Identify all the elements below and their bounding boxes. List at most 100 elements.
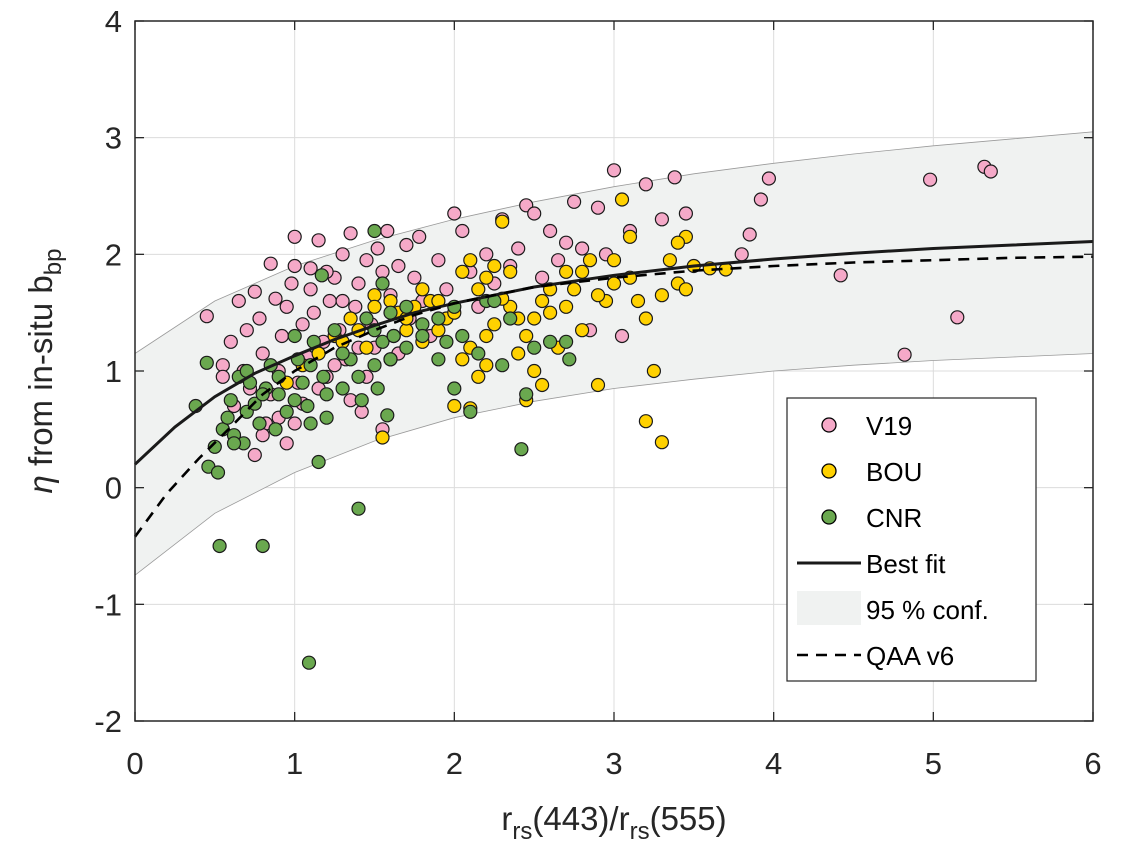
- point-bou: [375, 430, 390, 445]
- point-v19: [897, 347, 912, 362]
- point-bou: [582, 253, 598, 268]
- legend: V19 BOU CNR Best fit 95 % conf. QAA v6: [786, 397, 1037, 682]
- point-cnr: [335, 381, 350, 396]
- point-v19: [287, 229, 302, 244]
- point-cnr: [252, 416, 267, 431]
- point-v19: [431, 253, 446, 268]
- point-v19: [199, 309, 214, 324]
- point-cnr: [271, 387, 286, 402]
- y-tick-label: 4: [105, 4, 122, 39]
- point-cnr: [415, 317, 430, 332]
- point-v19: [534, 270, 550, 285]
- point-bou: [471, 369, 486, 384]
- y-tick-label: 3: [105, 121, 122, 156]
- point-cnr: [351, 501, 366, 516]
- point-bou: [503, 264, 518, 279]
- point-cnr: [431, 352, 446, 367]
- point-cnr: [316, 369, 331, 384]
- point-bou: [654, 435, 670, 450]
- point-cnr: [220, 410, 235, 425]
- point-bou: [359, 340, 374, 355]
- point-cnr: [311, 454, 326, 470]
- point-cnr: [199, 355, 214, 370]
- point-v19: [412, 229, 427, 244]
- point-v19: [287, 416, 302, 431]
- point-cnr: [226, 436, 242, 451]
- legend-label-qaa: QAA v6: [866, 641, 954, 671]
- point-cnr: [431, 311, 446, 326]
- point-bou: [654, 288, 670, 303]
- point-v19: [311, 233, 326, 248]
- point-v19: [950, 310, 965, 325]
- point-v19: [263, 256, 278, 271]
- legend-box: [786, 397, 1037, 682]
- point-v19: [322, 293, 337, 309]
- point-v19: [239, 323, 254, 338]
- point-bou: [678, 282, 694, 297]
- point-cnr: [503, 311, 518, 326]
- point-cnr: [562, 352, 577, 367]
- point-v19: [654, 212, 670, 227]
- y-tick-label: -2: [94, 704, 122, 739]
- legend-label-cnr: CNR: [866, 503, 922, 533]
- point-cnr: [300, 398, 315, 414]
- point-v19: [231, 293, 246, 309]
- point-bou: [638, 414, 654, 429]
- point-v19: [348, 299, 363, 314]
- point-cnr: [463, 404, 478, 419]
- point-cnr: [287, 393, 302, 408]
- point-bou: [455, 264, 470, 279]
- point-v19: [255, 346, 270, 361]
- point-cnr: [375, 276, 390, 291]
- point-cnr: [495, 358, 510, 373]
- point-bou: [630, 293, 646, 309]
- point-v19: [439, 282, 454, 297]
- y-tick-label: 1: [105, 354, 122, 389]
- point-bou: [415, 282, 430, 297]
- point-bou: [511, 346, 526, 361]
- point-cnr: [527, 340, 542, 355]
- x-tick-label: 6: [1084, 746, 1101, 781]
- point-bou: [566, 282, 582, 297]
- point-bou: [574, 323, 590, 338]
- point-cnr: [279, 404, 294, 419]
- point-cnr: [212, 538, 227, 554]
- point-cnr: [303, 416, 318, 431]
- legend-label-bou: BOU: [866, 457, 922, 487]
- point-v19: [527, 206, 542, 221]
- y-axis-ticks: -2 -1 0 1 2 3 4: [94, 4, 1093, 739]
- point-bou: [431, 323, 446, 338]
- point-v19: [761, 171, 777, 186]
- point-cnr: [287, 328, 302, 344]
- point-cnr: [359, 311, 374, 326]
- point-cnr: [558, 334, 574, 349]
- point-cnr: [471, 346, 486, 361]
- point-bou: [638, 311, 654, 326]
- point-bou: [670, 235, 686, 250]
- point-bou: [622, 229, 638, 244]
- point-cnr: [367, 223, 382, 239]
- point-v19: [638, 177, 654, 192]
- legend-label-best-fit: Best fit: [866, 549, 946, 579]
- point-bou: [463, 253, 478, 268]
- point-bou: [471, 282, 486, 297]
- point-cnr: [367, 358, 382, 373]
- point-bou: [606, 276, 622, 291]
- point-bou: [534, 293, 550, 309]
- point-v19: [550, 253, 566, 268]
- point-v19: [407, 270, 422, 285]
- legend-marker-v19: [821, 417, 837, 433]
- point-v19: [734, 247, 749, 262]
- point-cnr: [383, 352, 398, 367]
- point-cnr: [375, 334, 390, 349]
- point-bou: [614, 192, 630, 207]
- point-v19: [511, 241, 526, 256]
- point-v19: [351, 276, 366, 291]
- point-bou: [343, 311, 358, 326]
- point-v19: [606, 163, 622, 178]
- point-v19: [614, 328, 630, 344]
- point-bou: [487, 317, 502, 332]
- y-tick-label: 0: [105, 471, 122, 506]
- point-v19: [268, 291, 283, 306]
